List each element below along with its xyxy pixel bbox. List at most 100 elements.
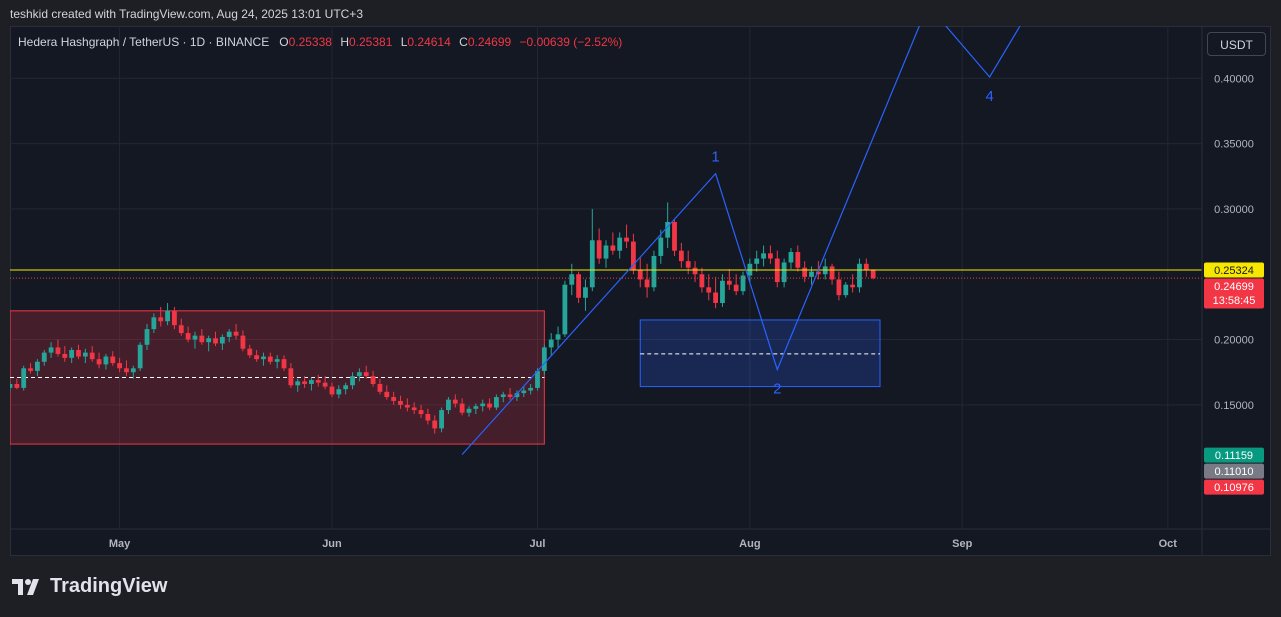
candle — [192, 335, 198, 340]
candle — [603, 245, 609, 259]
candle — [528, 387, 534, 391]
candle — [35, 361, 40, 371]
wave-label-2: 2 — [773, 381, 781, 398]
candle — [857, 263, 862, 288]
candle — [363, 372, 369, 377]
candle — [213, 338, 218, 344]
wave-path — [461, 26, 1021, 455]
candle — [432, 420, 438, 429]
candle — [151, 317, 157, 330]
candle — [233, 331, 239, 336]
y-tick-label: 0.30000 — [1214, 204, 1254, 216]
candle — [637, 270, 643, 280]
tradingview-logo: TradingView — [12, 575, 167, 598]
candle — [631, 241, 636, 271]
symbol-legend: Hedera Hashgraph / TetherUS · 1D · BINAN… — [18, 35, 627, 49]
candle — [137, 344, 143, 369]
candle — [82, 352, 88, 357]
candle — [829, 266, 835, 280]
candle — [309, 380, 314, 384]
candle — [446, 399, 451, 411]
candle — [768, 253, 773, 259]
candles — [10, 202, 876, 434]
candle — [754, 258, 760, 264]
candle — [624, 237, 629, 242]
candle — [850, 284, 856, 288]
price-badge-label: 0.11010 — [1215, 466, 1254, 478]
change-value: −0.00639 (−2.52%) — [519, 35, 623, 49]
candle — [418, 410, 424, 415]
candle — [617, 237, 623, 251]
candle — [583, 287, 588, 298]
y-tick-label: 0.40000 — [1214, 73, 1254, 85]
candle — [76, 350, 81, 357]
candle — [21, 368, 27, 388]
candle — [110, 356, 116, 364]
candle — [795, 252, 801, 268]
high-value: 0.25381 — [348, 35, 393, 49]
wave-label-4: 4 — [985, 88, 993, 105]
candle — [274, 359, 280, 362]
candle — [541, 347, 547, 371]
target-zone — [639, 319, 881, 388]
candle — [672, 221, 677, 251]
brand-name: TradingView — [50, 575, 168, 597]
candle — [199, 335, 205, 343]
close-value: 0.24699 — [467, 35, 512, 49]
chart-attribution: teshkid created with TradingView.com, Au… — [10, 7, 363, 21]
candle — [343, 385, 349, 390]
candle — [411, 407, 417, 411]
candle — [391, 397, 397, 401]
candle — [548, 339, 554, 348]
candle — [809, 271, 814, 277]
candle — [761, 253, 766, 259]
candle — [384, 391, 390, 398]
candle — [507, 394, 513, 398]
candle — [165, 310, 170, 322]
price-badge — [1204, 262, 1264, 278]
candle — [452, 399, 458, 404]
wave-label-1: 1 — [711, 149, 719, 166]
candle — [254, 355, 260, 360]
candle — [117, 363, 123, 369]
candle — [589, 240, 595, 288]
candle — [692, 267, 698, 275]
candle — [521, 390, 527, 394]
candle — [28, 368, 33, 371]
candle — [651, 255, 657, 288]
candle — [555, 334, 561, 340]
x-tick-label: Aug — [739, 538, 760, 550]
candle — [398, 400, 403, 405]
candle — [206, 338, 212, 343]
chart-overlays: 1 2 4 0.25324 0.24699 13:58:45 0.11159 0.11010 0… — [10, 26, 1264, 495]
candle — [596, 240, 602, 259]
candle — [576, 274, 581, 298]
candle — [55, 347, 61, 354]
tradingview-logo-icon — [12, 578, 39, 595]
candle — [41, 352, 47, 362]
candle — [658, 237, 664, 256]
y-tick-label: 0.35000 — [1214, 139, 1254, 151]
candle — [699, 274, 705, 288]
candle — [226, 331, 232, 337]
chart-frame — [10, 26, 1271, 556]
candle — [124, 368, 129, 373]
candle — [788, 252, 794, 263]
candle — [267, 356, 273, 362]
candle — [322, 382, 328, 387]
x-tick-label: Jun — [322, 538, 342, 550]
candle — [685, 261, 691, 268]
price-chart[interactable]: 1240.253240.2469913:58:450.111590.110100… — [10, 26, 1271, 556]
chart-zones — [10, 310, 881, 445]
candle — [281, 359, 287, 369]
symbol-name: Hedera Hashgraph / TetherUS · 1D · BINAN… — [18, 35, 270, 49]
open-value: 0.25338 — [288, 35, 332, 49]
chart-grid — [10, 26, 1202, 529]
candle — [178, 325, 184, 334]
candle — [459, 403, 465, 413]
candle — [569, 274, 575, 285]
candle — [610, 245, 616, 251]
currency-button[interactable]: USDT — [1207, 32, 1266, 56]
candle — [240, 335, 246, 349]
price-badge-label: 0.11159 — [1215, 450, 1253, 462]
